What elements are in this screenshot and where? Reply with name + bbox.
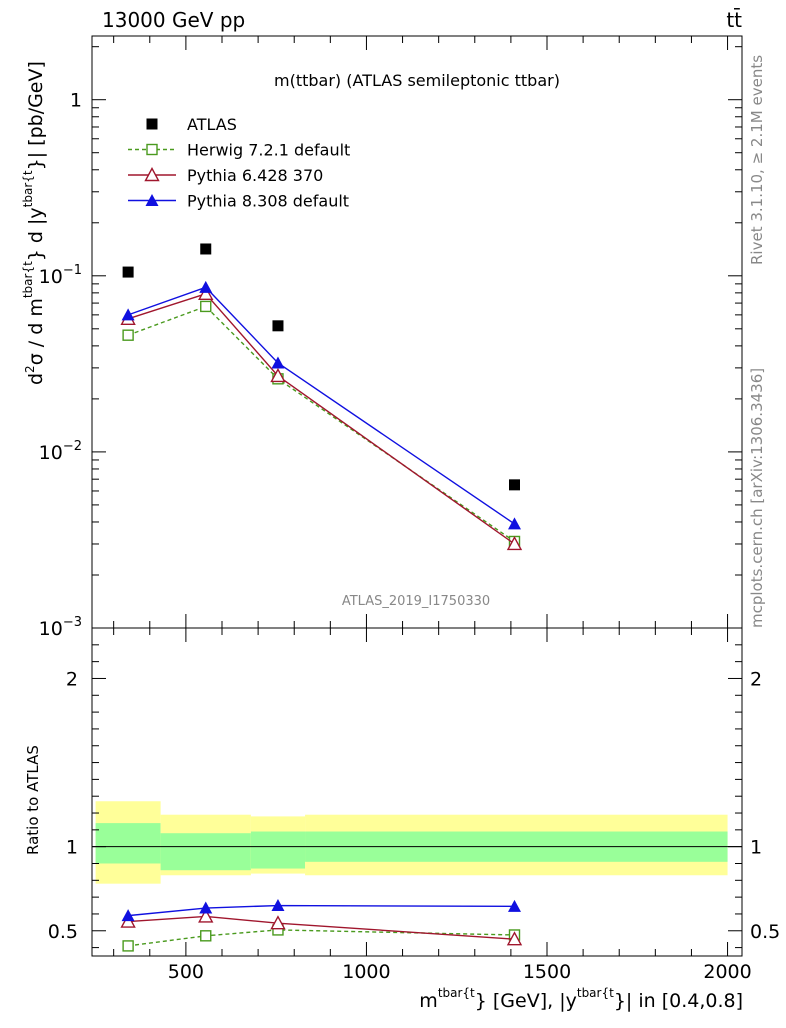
- process-label: tt̄: [726, 7, 742, 32]
- ratio-data-point: [198, 908, 214, 923]
- data-point: [271, 356, 285, 369]
- ratio-series-line: [128, 929, 515, 947]
- main-y-tick-label: 10−2: [39, 439, 82, 464]
- rivet-label: Rivet 3.1.10, ≥ 2.1M events: [748, 55, 766, 265]
- x-axis-label: mtbar{t} [GeV], |ytbar{t}| in [0.4,0.8]: [419, 986, 743, 1012]
- legend-label: ATLAS: [187, 115, 237, 134]
- ratio-series-line: [128, 915, 515, 940]
- ratio-uncertainty-bands: [95, 801, 728, 884]
- ratio-y-tick-label-right: 2: [750, 668, 762, 690]
- legend: ATLAS Herwig 7.2.1 default Pythia 6.428 37…: [128, 115, 350, 211]
- x-tick-label: 500: [168, 961, 204, 983]
- legend-item: Pythia 8.308 default: [128, 192, 349, 211]
- legend-marker: [145, 194, 159, 206]
- main-y-tick-labels: 10−310−210−11: [39, 90, 82, 640]
- ratio-data-point: [271, 899, 285, 912]
- ratio-series-pythia-8-308-default: [121, 899, 521, 922]
- collision-label: 13000 GeV pp: [102, 8, 245, 32]
- ratio-series: [120, 899, 523, 952]
- ratio-data-point: [122, 940, 134, 952]
- legend-marker: [146, 118, 158, 130]
- main-y-tick-label-base: 1: [70, 90, 82, 112]
- main-y-tick-label: 10−3: [39, 615, 82, 640]
- main-series: [120, 243, 523, 551]
- legend-item: ATLAS: [146, 115, 237, 134]
- data-point: [270, 367, 286, 383]
- ratio-series-line: [128, 904, 515, 917]
- ratio-y-tick-label-right: 0.5: [750, 921, 780, 943]
- ratio-ticks: [92, 627, 742, 956]
- series-line: [127, 305, 515, 543]
- ratio-y-axis-label: Ratio to ATLAS: [24, 745, 42, 855]
- data-point: [509, 479, 520, 491]
- x-tick-label: 1000: [342, 961, 390, 983]
- x-tick-label: 2000: [703, 961, 751, 983]
- mcplots-label: mcplots.cern.ch [arXiv:1306.3436]: [748, 368, 766, 628]
- main-panel: m(ttbar) (ATLAS semileptonic ttbar) ATLA…: [21, 35, 743, 640]
- legend-label: Pythia 8.308 default: [187, 192, 349, 211]
- series-line: [127, 286, 515, 525]
- ratio-panel: 0.5 0.5 1 1 2 2 500 1000 1500 2000 Ratio to ATLA…: [24, 627, 780, 1012]
- ratio-data-point: [199, 901, 213, 914]
- green-band: [160, 833, 251, 871]
- x-tick-labels: 500 1000 1500 2000: [168, 961, 752, 983]
- data-point: [506, 536, 523, 551]
- ratio-series-herwig-7-2-1-default: [122, 924, 521, 952]
- ratio-data-point: [270, 915, 286, 930]
- data-point: [508, 517, 521, 530]
- legend-item: Pythia 6.428 370: [128, 166, 323, 185]
- ratio-y-tick-label: 1: [66, 837, 78, 859]
- ratio-data-point: [506, 931, 523, 946]
- series-pythia-6-428-370: [120, 285, 523, 551]
- main-title: m(ttbar) (ATLAS semileptonic ttbar): [274, 71, 560, 90]
- main-y-tick-label-exponent: −2: [63, 439, 82, 454]
- main-y-tick-label-exponent: −3: [63, 615, 82, 630]
- series-atlas: [122, 243, 520, 491]
- series-line: [127, 293, 515, 545]
- legend-label: Pythia 6.428 370: [187, 166, 323, 185]
- ratio-panel-frame: [91, 627, 743, 957]
- ratio-data-point: [508, 899, 521, 912]
- data-point: [272, 320, 284, 332]
- ratio-y-tick-labels: 0.5 0.5 1 1 2 2: [48, 668, 780, 942]
- main-y-tick-label: 1: [70, 90, 82, 112]
- data-point: [200, 300, 212, 313]
- data-point: [121, 308, 135, 321]
- main-y-tick-label: 10−1: [39, 263, 82, 288]
- ratio-data-point: [121, 909, 135, 922]
- legend-marker: [144, 167, 160, 182]
- main-y-tick-label-base: 10: [39, 442, 63, 464]
- data-point: [200, 243, 212, 255]
- green-band: [95, 823, 161, 864]
- legend-label: Herwig 7.2.1 default: [187, 141, 350, 160]
- legend-marker: [146, 143, 158, 156]
- legend-item: Herwig 7.2.1 default: [128, 141, 350, 160]
- watermark: ATLAS_2019_I1750330: [342, 594, 490, 609]
- main-y-tick-label-base: 10: [39, 266, 63, 288]
- data-point: [199, 280, 213, 293]
- data-point: [122, 329, 134, 341]
- ratio-y-tick-label-right: 1: [750, 837, 762, 859]
- ratio-series-pythia-6-428-370: [120, 908, 523, 946]
- main-y-tick-label-exponent: −1: [63, 263, 82, 278]
- x-tick-label: 1500: [523, 961, 571, 983]
- ratio-data-point: [200, 930, 212, 942]
- data-point: [198, 285, 214, 301]
- ratio-y-tick-label: 2: [66, 668, 78, 690]
- main-y-tick-label-base: 10: [39, 618, 63, 640]
- series-herwig-7-2-1-default: [122, 300, 521, 548]
- green-band: [250, 831, 306, 869]
- ratio-y-tick-label: 0.5: [48, 921, 78, 943]
- series-pythia-8-308-default: [121, 280, 521, 530]
- main-y-ticks: [92, 36, 742, 629]
- data-point: [122, 266, 134, 278]
- main-y-axis-label: d2σ / d mtbar{t} d |ytbar{t}| [pb/GeV]: [21, 61, 47, 385]
